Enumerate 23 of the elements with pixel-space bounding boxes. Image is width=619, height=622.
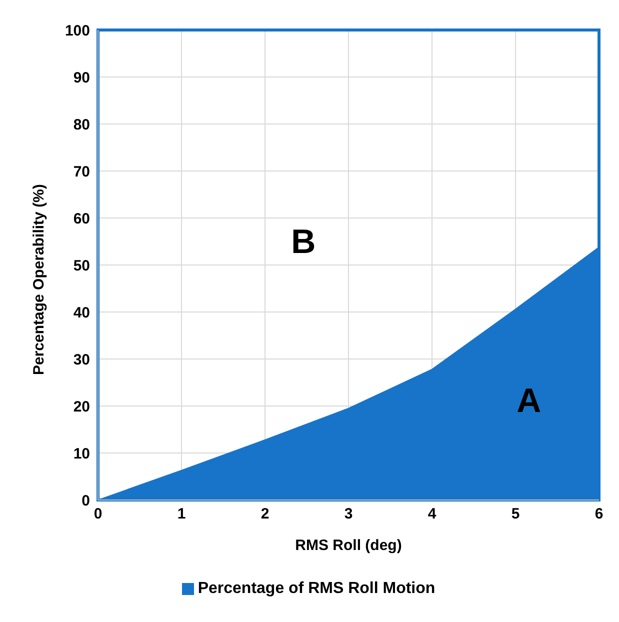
y-tick-label: 80	[73, 116, 90, 134]
x-tick-label: 0	[94, 506, 102, 523]
y-tick-label: 100	[64, 22, 90, 40]
y-axis-title: Percentage Operability (%)	[30, 184, 48, 375]
y-tick-label: 30	[73, 351, 90, 368]
y-tick-label: 90	[73, 69, 90, 86]
x-tick-label: 1	[177, 506, 186, 523]
x-tick-label: 2	[260, 506, 270, 523]
x-tick-label: 3	[344, 506, 353, 523]
x-axis-title: RMS Roll (deg)	[295, 537, 402, 554]
y-tick-label: 0	[82, 492, 90, 510]
x-tick-label: 5	[511, 506, 520, 523]
y-tick-label: 10	[73, 445, 90, 462]
x-tick-label: 4	[428, 506, 437, 523]
y-tick-label: 50	[73, 257, 90, 274]
y-tick-label: 40	[73, 304, 90, 322]
y-tick-label: 60	[73, 210, 90, 228]
annotation: A	[516, 382, 542, 420]
x-tick-label: 6	[594, 506, 604, 523]
y-tick-label: 70	[73, 163, 90, 180]
annotation: B	[291, 222, 316, 260]
y-tick-label: 20	[73, 398, 90, 416]
legend-label: Percentage of RMS Roll Motion	[198, 580, 436, 597]
